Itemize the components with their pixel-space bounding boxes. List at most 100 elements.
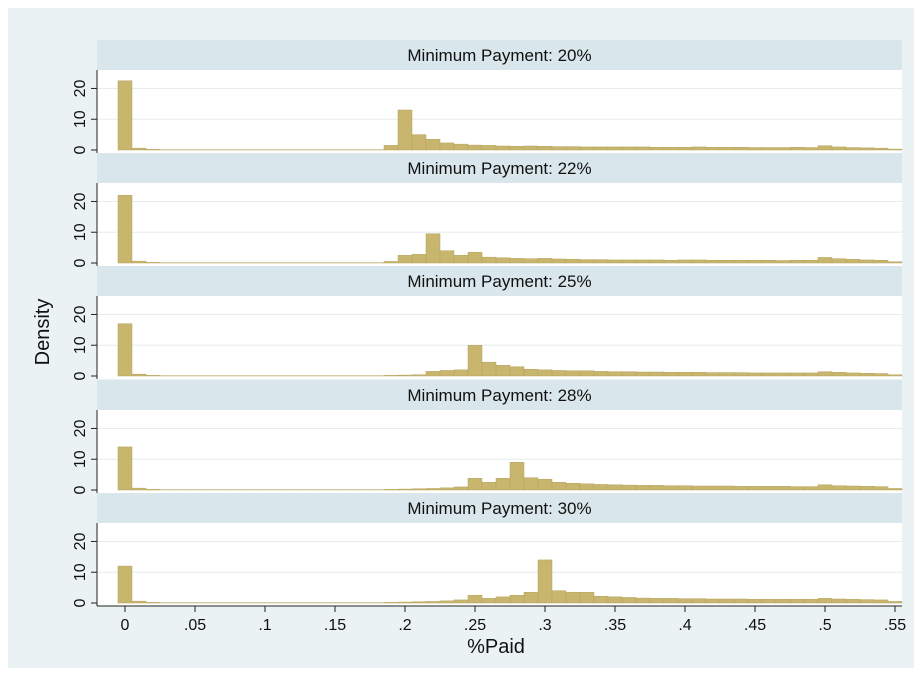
histogram-bar bbox=[426, 139, 440, 150]
histogram-bar bbox=[398, 489, 412, 490]
histogram-bar bbox=[888, 262, 902, 263]
histogram-bar bbox=[846, 599, 860, 603]
histogram-bar bbox=[538, 146, 552, 150]
histogram-bar bbox=[818, 146, 832, 150]
panel-background bbox=[97, 183, 902, 266]
histogram-bar bbox=[440, 488, 454, 490]
histogram-bar bbox=[748, 599, 762, 603]
x-tick-label: .25 bbox=[464, 617, 486, 634]
histogram-bar bbox=[832, 486, 846, 490]
histogram-bar bbox=[482, 482, 496, 490]
histogram-bar bbox=[720, 373, 734, 376]
histogram-bar bbox=[482, 362, 496, 376]
histogram-bar bbox=[706, 486, 720, 490]
histogram-bar bbox=[818, 598, 832, 603]
histogram-bar bbox=[524, 259, 538, 263]
histogram-bar bbox=[468, 345, 482, 376]
histogram-bar bbox=[720, 260, 734, 263]
histogram-bar bbox=[860, 600, 874, 603]
histogram-bar bbox=[636, 598, 650, 603]
histogram-bar bbox=[538, 560, 552, 603]
histogram-bar bbox=[776, 261, 790, 263]
histogram-bar bbox=[804, 487, 818, 490]
histogram-bar bbox=[804, 599, 818, 603]
histogram-bar bbox=[524, 592, 538, 603]
histogram-bar bbox=[482, 145, 496, 150]
y-tick-label: 20 bbox=[72, 192, 89, 210]
histogram-bar bbox=[720, 599, 734, 603]
y-tick-label: 10 bbox=[72, 336, 89, 354]
histogram-bar bbox=[734, 373, 748, 376]
histogram-bar bbox=[636, 260, 650, 263]
histogram-bar bbox=[412, 602, 426, 603]
histogram-bar bbox=[846, 259, 860, 263]
histogram-bar bbox=[566, 592, 580, 603]
histogram-bar bbox=[748, 260, 762, 263]
histogram-bar bbox=[118, 81, 132, 150]
histogram-bar bbox=[692, 599, 706, 603]
x-tick-label: .35 bbox=[604, 617, 626, 634]
y-tick-label: 10 bbox=[72, 223, 89, 241]
histogram-bar bbox=[468, 478, 482, 490]
histogram-bar bbox=[496, 597, 510, 603]
histogram-bar bbox=[650, 260, 664, 263]
histogram-bar bbox=[454, 144, 468, 150]
histogram-bar bbox=[888, 601, 902, 603]
histogram-bar bbox=[552, 591, 566, 603]
histogram-bar bbox=[580, 260, 594, 263]
histogram-bar bbox=[678, 147, 692, 150]
histogram-bar bbox=[454, 487, 468, 490]
histogram-bar bbox=[118, 195, 132, 263]
histogram-bar bbox=[440, 370, 454, 376]
histogram-bar bbox=[510, 462, 524, 490]
histogram-bar bbox=[734, 599, 748, 603]
y-tick-label: 0 bbox=[72, 371, 89, 380]
histogram-bar bbox=[132, 261, 146, 263]
histogram-bar bbox=[720, 486, 734, 490]
x-tick-label: .2 bbox=[398, 617, 411, 634]
histogram-bar bbox=[524, 478, 538, 490]
histogram-bar bbox=[552, 482, 566, 490]
histogram-bar bbox=[832, 259, 846, 263]
histogram-bar bbox=[538, 370, 552, 376]
histogram-bar bbox=[510, 258, 524, 263]
histogram-bar bbox=[874, 374, 888, 376]
x-tick-label: .15 bbox=[324, 617, 346, 634]
x-tick-label: 0 bbox=[121, 617, 130, 634]
histogram-bar bbox=[454, 600, 468, 603]
histogram-bar bbox=[804, 373, 818, 376]
histogram-bar bbox=[888, 149, 902, 150]
histogram-bar bbox=[566, 259, 580, 263]
histogram-bar bbox=[496, 146, 510, 150]
histogram-bar bbox=[664, 598, 678, 603]
histogram-bar bbox=[650, 147, 664, 150]
histogram-bar bbox=[832, 599, 846, 603]
y-tick-label: 20 bbox=[72, 79, 89, 97]
histogram-bar bbox=[482, 598, 496, 603]
histogram-bar bbox=[468, 145, 482, 150]
histogram-bar bbox=[608, 597, 622, 603]
histogram-bar bbox=[776, 373, 790, 376]
histogram-bar bbox=[706, 260, 720, 263]
histogram-bar bbox=[818, 372, 832, 376]
histogram-bar bbox=[622, 597, 636, 603]
histogram-bar bbox=[888, 375, 902, 376]
histogram-bar bbox=[692, 372, 706, 376]
histogram-bar bbox=[636, 147, 650, 150]
histogram-bar bbox=[608, 260, 622, 263]
histogram-bar bbox=[496, 478, 510, 490]
histogram-bar bbox=[874, 600, 888, 603]
histogram-bar bbox=[860, 486, 874, 490]
histogram-bar bbox=[566, 371, 580, 376]
y-tick-label: 20 bbox=[72, 532, 89, 550]
histogram-bar bbox=[678, 260, 692, 263]
facet-strip-label: Minimum Payment: 22% bbox=[407, 159, 591, 178]
histogram-bar bbox=[860, 148, 874, 150]
histogram-bar bbox=[426, 601, 440, 603]
histogram-bar bbox=[776, 599, 790, 603]
histogram-bar bbox=[412, 489, 426, 490]
histogram-bar bbox=[664, 260, 678, 263]
histogram-bar bbox=[776, 486, 790, 490]
